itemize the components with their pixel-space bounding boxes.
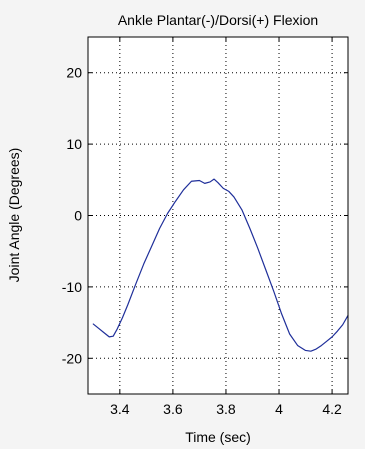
y-tick-label: 0 (74, 208, 82, 224)
y-tick-label: -20 (62, 350, 82, 366)
x-tick-label: 3.6 (163, 401, 183, 417)
y-tick-label: -10 (62, 279, 82, 295)
chart-title: Ankle Plantar(-)/Dorsi(+) Flexion (118, 12, 318, 28)
x-tick-label: 4.2 (322, 401, 342, 417)
ticks (88, 37, 348, 394)
y-tick-label: 20 (66, 65, 82, 81)
series-line (92, 178, 349, 352)
x-tick-label: 4 (275, 401, 283, 417)
x-axis-label: Time (sec) (185, 429, 251, 445)
series-layer (92, 178, 349, 352)
y-axis-label: Joint Angle (Degrees) (6, 148, 22, 283)
tick-labels: 3.4 3.6 3.8 4 4.2 -20 -10 0 10 20 (62, 65, 342, 417)
grid (88, 37, 348, 394)
x-tick-label: 3.4 (110, 401, 130, 417)
x-tick-label: 3.8 (216, 401, 236, 417)
y-tick-label: 10 (66, 136, 82, 152)
